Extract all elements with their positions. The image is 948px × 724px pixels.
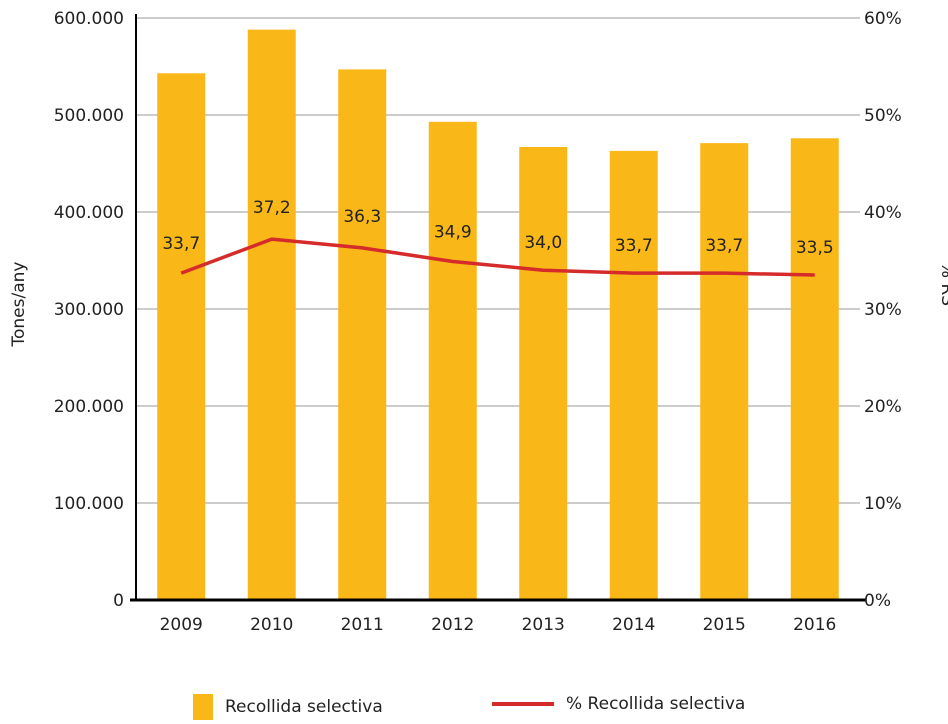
y2-tick-label: 40% [864,203,902,223]
data-label: 34,9 [434,222,472,242]
x-tick-label: 2010 [250,615,293,635]
legend-label-line: % Recollida selectiva [566,694,746,714]
x-tick-label: 2014 [612,615,655,635]
legend-item-bars: Recollida selectiva [193,694,383,720]
x-tick-label: 2009 [160,615,203,635]
y-tick-label: 100.000 [54,494,124,514]
y-tick-label: 0 [113,591,124,611]
bar [519,147,568,600]
percent-line [180,237,815,277]
bars [157,29,839,601]
data-label: 37,2 [253,198,291,218]
chart-area: 33,7 37,2 36,3 34,9 34,0 33,7 33,7 33,5 0 100.00… [9,9,948,635]
x-tick-label: 2012 [431,615,474,635]
legend-item-line: % Recollida selectiva [492,694,745,714]
legend-swatch-bar [193,694,213,720]
legend: Recollida selectiva % Recollida selectiv… [0,694,948,724]
data-label: 34,0 [524,233,562,253]
data-label: 33,7 [162,234,200,254]
bar [790,138,839,600]
y-tick-label: 600.000 [54,9,124,29]
bar [338,69,387,600]
gridlines [136,17,860,504]
y-tick-label: 200.000 [54,397,124,417]
x-tick-label: 2013 [522,615,565,635]
y-tick-label: 300.000 [54,300,124,320]
y2-tick-label: 60% [864,9,902,29]
x-tick-label: 2011 [341,615,384,635]
axes [130,14,866,602]
bar [609,150,658,600]
y2-tick-label: 10% [864,494,902,514]
legend-label-bars: Recollida selectiva [225,697,383,717]
bar [700,143,749,600]
legend-swatch-line [492,702,554,706]
bar [428,121,477,600]
y2-tick-label: 20% [864,397,902,417]
x-tick-label: 2015 [703,615,746,635]
percent-line-path [180,237,815,277]
tick-labels: 0 100.000 200.000 300.000 400.000 500.000 600.… [54,9,902,635]
x-tick-label: 2016 [793,615,836,635]
data-label: 33,7 [615,236,653,256]
data-label: 36,3 [343,207,381,227]
data-label: 33,5 [796,238,834,258]
data-label: 33,7 [705,236,743,256]
bar [247,29,296,600]
y-tick-label: 400.000 [54,203,124,223]
bar [157,73,206,601]
y-tick-label: 500.000 [54,106,124,126]
y2-tick-label: 30% [864,300,902,320]
data-labels: 33,7 37,2 36,3 34,9 34,0 33,7 33,7 33,5 [162,198,833,258]
y2-axis-title: % RS [937,262,948,306]
y2-tick-label: 0% [864,591,891,611]
y-axis-title: Tones/any [9,262,29,348]
y2-tick-label: 50% [864,106,902,126]
